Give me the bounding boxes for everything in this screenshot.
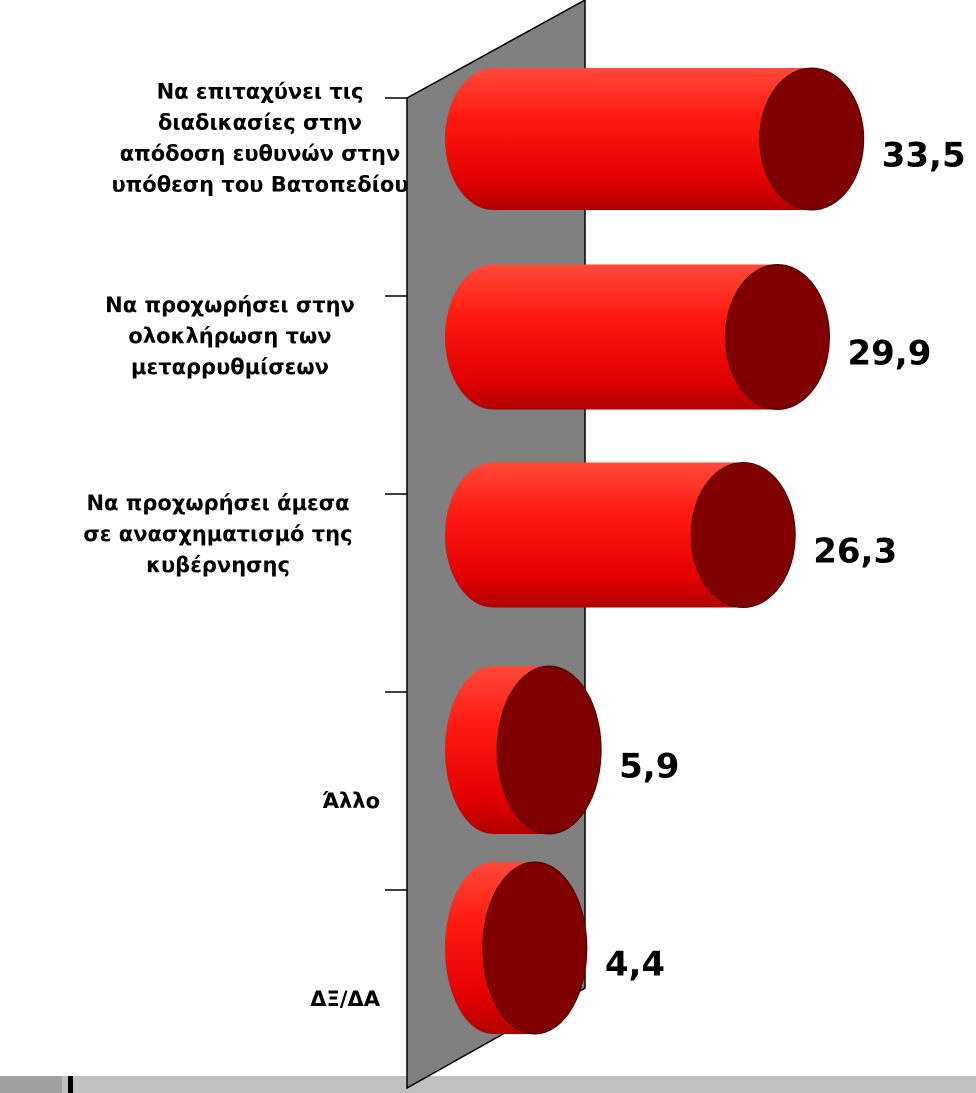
value-label: 5,9 (619, 747, 679, 787)
value-label: 4,4 (605, 945, 665, 985)
bar (445, 665, 602, 835)
bar (445, 67, 865, 211)
bar-end (482, 861, 588, 1035)
category-label: Να επιταχύνει τις διαδικασίες στην απόδοση… (111, 80, 408, 197)
bar-end (724, 264, 830, 410)
category-label: Να προχωρήσει στην ολοκλήρωση των μεταρρυθ… (105, 293, 355, 379)
bar-body (445, 68, 812, 210)
category-ticks (385, 97, 407, 891)
category-label: Να προχωρήσει άμεσα σε ανασχηματισμό της κ… (83, 491, 352, 577)
bar-end (690, 462, 796, 608)
bar-end (496, 665, 602, 835)
value-label: 29,9 (847, 334, 931, 374)
bar (445, 264, 830, 410)
value-label: 26,3 (813, 532, 897, 572)
bottom-box (0, 1076, 62, 1093)
value-label: 33,5 (882, 136, 966, 176)
bottom-strip (0, 1076, 976, 1093)
bar-body (445, 264, 778, 410)
bottom-marker (68, 1076, 73, 1093)
bar-body (445, 462, 744, 608)
category-label: ΔΞ/ΔΑ (310, 987, 380, 1011)
bar (445, 861, 588, 1035)
bar-end (759, 67, 865, 211)
bar (445, 462, 796, 608)
category-label: Άλλο (322, 789, 380, 813)
